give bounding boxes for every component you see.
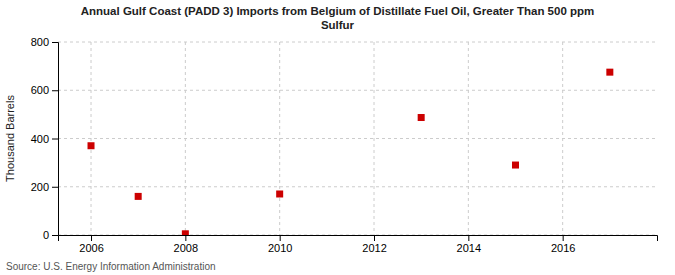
plot: 2006 2008 2010 2012 2014 2016 0 200 400 600 800 — [31, 36, 658, 254]
tick-mark — [185, 235, 186, 241]
point — [276, 190, 283, 197]
grid-line-y — [58, 186, 657, 187]
tick: 600 — [31, 84, 58, 96]
grid-line-x — [185, 42, 186, 235]
point — [606, 69, 613, 76]
title: Annual Gulf Coast (PADD 3) Imports from … — [81, 5, 595, 31]
grid-line-x — [374, 42, 375, 235]
point — [512, 162, 519, 169]
tick: 800 — [31, 36, 58, 48]
grid — [58, 42, 657, 235]
tick: 2012 — [362, 235, 386, 254]
tick-mark — [52, 42, 58, 43]
tick-mark — [280, 235, 281, 241]
tick-label: 200 — [31, 181, 49, 193]
tick: 2008 — [174, 235, 198, 254]
axis-line — [59, 236, 658, 242]
tick-label: 600 — [31, 84, 49, 96]
x-axis: 2006 2008 2010 2012 2014 2016 — [59, 235, 658, 254]
tick-label: 0 — [43, 229, 49, 241]
grid-line-y — [58, 90, 657, 91]
tick-mark — [563, 235, 564, 241]
grid-line-x — [91, 42, 92, 235]
source-note: Source: U.S. Energy Information Administ… — [6, 261, 216, 272]
tick-mark — [52, 90, 58, 91]
tick: 400 — [31, 133, 58, 145]
tick-mark — [52, 235, 58, 236]
grid-line-x — [279, 42, 280, 235]
point — [418, 114, 425, 121]
tick-mark — [374, 235, 375, 241]
y-axis-label: Thousand Barrels — [4, 95, 16, 182]
tick: 2010 — [268, 235, 292, 254]
point — [182, 230, 189, 235]
tick-label: 2008 — [174, 242, 198, 254]
tick-mark — [91, 235, 92, 241]
tick: 2014 — [457, 235, 481, 254]
point — [88, 142, 95, 149]
tick-label: 800 — [31, 36, 49, 48]
y-axis: 0 200 400 600 800 — [31, 36, 59, 241]
tick: 2016 — [551, 235, 575, 254]
grid-line-x — [468, 42, 469, 235]
tick-label: 2006 — [79, 242, 103, 254]
tick: 2006 — [79, 235, 103, 254]
grid-line-x — [562, 42, 563, 235]
grid-line-y — [58, 42, 657, 43]
point — [135, 193, 142, 200]
tick-label: 2010 — [268, 242, 292, 254]
tick-label: 2016 — [551, 242, 575, 254]
grid-line-y — [58, 138, 657, 139]
chart: Annual Gulf Coast (PADD 3) Imports from … — [0, 0, 675, 275]
points — [88, 69, 614, 235]
tick-mark — [52, 139, 58, 140]
tick-mark — [468, 235, 469, 241]
tick-label: 400 — [31, 133, 49, 145]
axis-line — [52, 43, 59, 236]
tick-label: 2014 — [457, 242, 481, 254]
tick: 0 — [43, 229, 58, 241]
tick-mark — [52, 187, 58, 188]
tick: 200 — [31, 181, 58, 193]
tick-label: 2012 — [362, 242, 386, 254]
